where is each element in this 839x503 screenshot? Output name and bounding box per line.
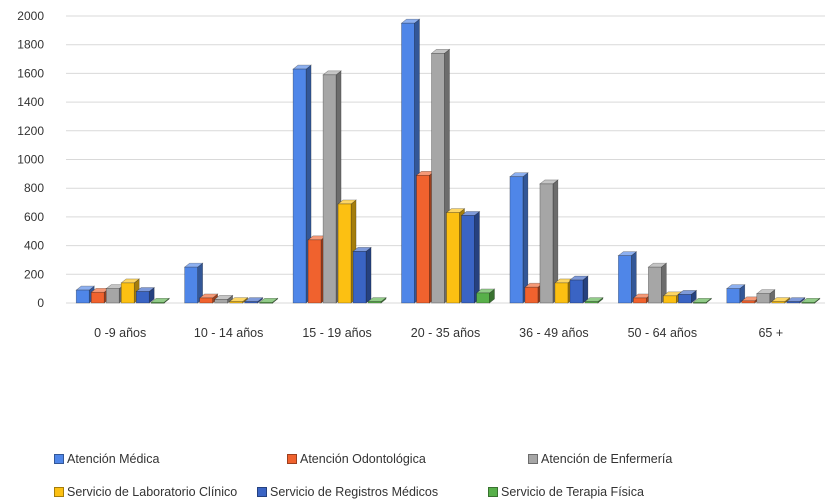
y-tick-label: 1400 xyxy=(17,95,44,109)
x-tick-label: 50 - 64 años xyxy=(628,326,698,340)
y-tick-label: 1000 xyxy=(17,153,44,167)
legend-label: Atención Médica xyxy=(67,452,160,466)
y-tick-label: 200 xyxy=(24,267,44,281)
bar xyxy=(475,288,496,304)
legend-item-terapia-fisica: Servicio de Terapia Física xyxy=(488,485,644,499)
legend-swatch xyxy=(54,487,64,497)
bar xyxy=(785,296,806,304)
x-tick-label: 20 - 35 años xyxy=(411,326,481,340)
y-tick-label: 2000 xyxy=(17,9,44,23)
bar xyxy=(400,18,421,304)
y-tick-label: 1800 xyxy=(17,38,44,52)
bar xyxy=(584,296,604,304)
bar xyxy=(725,284,746,304)
legend-swatch xyxy=(488,487,498,497)
bar xyxy=(509,172,529,304)
bar xyxy=(198,293,219,304)
y-tick-label: 1200 xyxy=(17,124,44,138)
legend-swatch xyxy=(54,454,64,464)
bar xyxy=(228,296,249,304)
y-tick-label: 600 xyxy=(24,210,44,224)
bar xyxy=(352,246,372,304)
legend-label: Atención de Enfermería xyxy=(541,452,673,466)
bar xyxy=(213,294,234,304)
bar xyxy=(800,297,821,304)
x-axis-category-labels: 0 -9 años 10 - 14 años 15 - 19 años 20 - 35… xyxy=(94,326,783,340)
bar xyxy=(539,179,559,304)
legend-label: Servicio de Terapia Física xyxy=(501,485,644,499)
bar xyxy=(258,297,279,304)
bar xyxy=(692,297,713,304)
y-tick-label: 800 xyxy=(24,181,44,195)
x-tick-label: 65 + xyxy=(758,326,783,340)
legend-item-atencion-enfermeria: Atención de Enfermería xyxy=(528,452,672,466)
bar xyxy=(755,289,776,304)
y-tick-label: 400 xyxy=(24,239,44,253)
bar xyxy=(617,251,638,304)
legend-label: Atención Odontológica xyxy=(300,452,426,466)
bar xyxy=(135,286,156,304)
legend-item-laboratorio-clinico: Servicio de Laboratorio Clínico xyxy=(54,485,237,499)
bar xyxy=(569,275,589,304)
legend-item-registros-medicos: Servicio de Registros Médicos xyxy=(257,485,438,499)
y-axis-tick-labels: 0 200 400 600 800 1000 1200 1400 1600 1800 2000 xyxy=(17,9,44,310)
bar xyxy=(677,289,698,304)
bar xyxy=(460,210,481,304)
bar xyxy=(183,262,204,304)
x-tick-label: 36 - 49 años xyxy=(519,326,589,340)
legend-label: Servicio de Registros Médicos xyxy=(270,485,439,499)
bars xyxy=(75,18,821,304)
bar xyxy=(770,296,791,304)
y-tick-label: 0 xyxy=(37,296,44,310)
bar xyxy=(524,282,544,304)
bar xyxy=(120,278,141,304)
x-tick-label: 15 - 19 años xyxy=(302,326,372,340)
legend-swatch xyxy=(287,454,297,464)
legend-label: Servicio de Laboratorio Clínico xyxy=(67,485,238,499)
legend-item-atencion-medica: Atención Médica xyxy=(54,452,159,466)
legend-swatch xyxy=(528,454,538,464)
bar xyxy=(322,70,342,304)
x-tick-label: 0 -9 años xyxy=(94,326,146,340)
bar xyxy=(647,262,668,304)
x-tick-label: 10 - 14 años xyxy=(194,326,264,340)
bar xyxy=(292,64,312,304)
bar xyxy=(243,296,264,304)
y-tick-label: 1600 xyxy=(17,66,44,80)
legend-swatch xyxy=(257,487,267,497)
legend-item-atencion-odontologica: Atención Odontológica xyxy=(287,452,426,466)
bar xyxy=(367,296,387,304)
bar xyxy=(150,297,171,304)
